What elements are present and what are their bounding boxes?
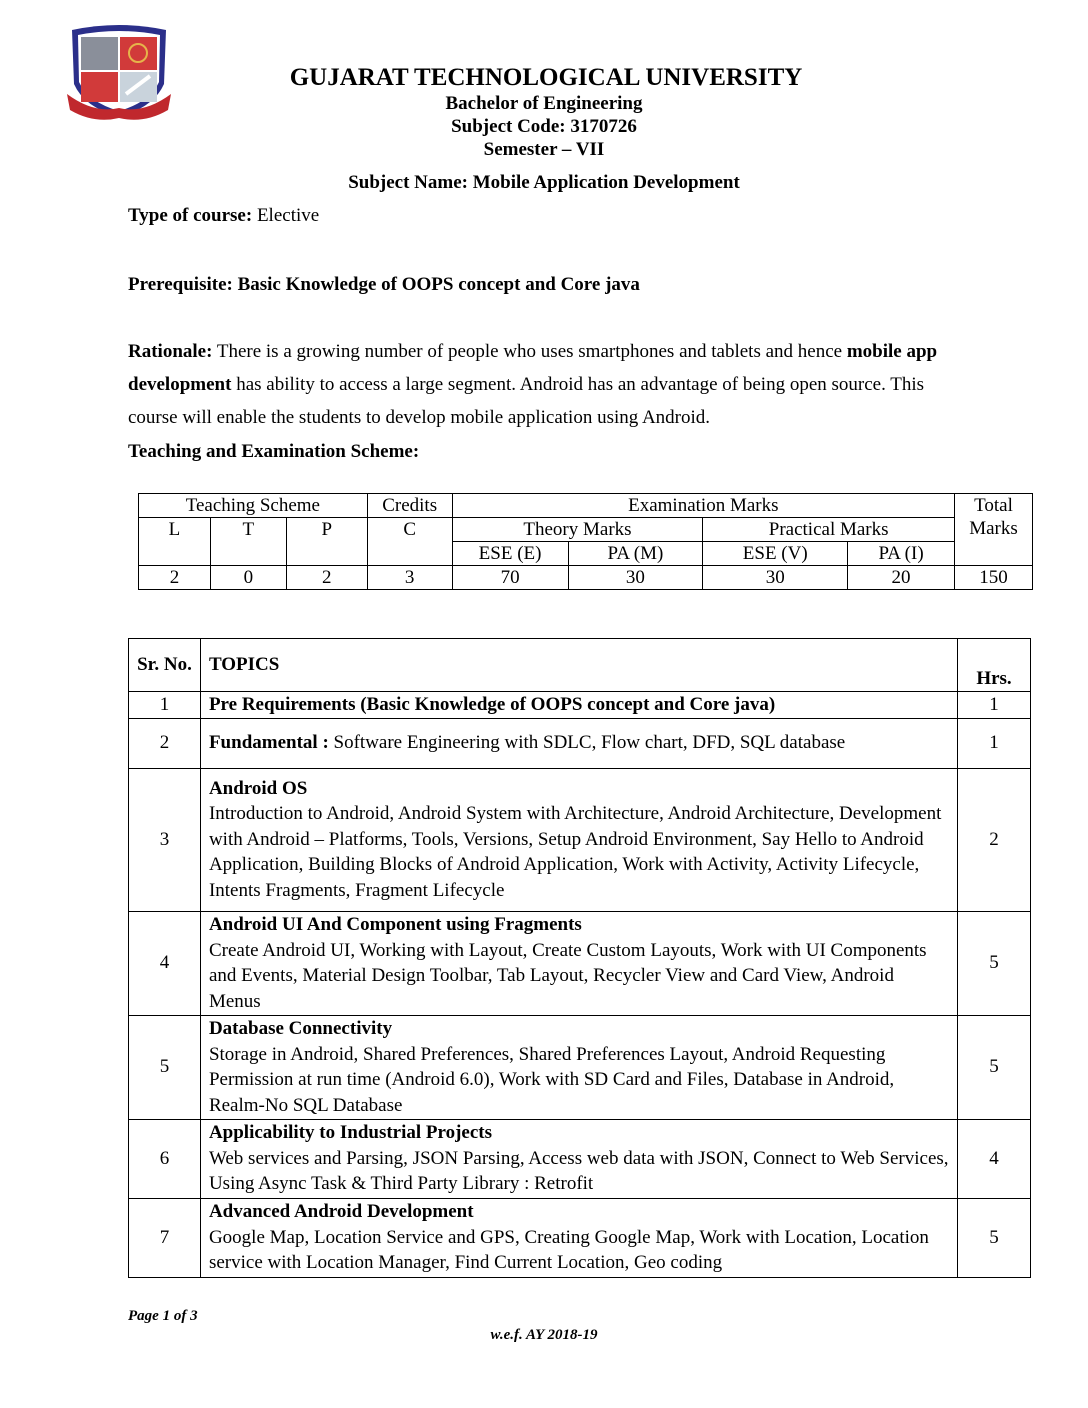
university-logo <box>67 25 171 120</box>
scheme-values-row: 2 0 2 3 70 30 30 20 150 <box>138 565 1034 590</box>
wef-note: w.e.f. AY 2018-19 <box>490 1327 598 1343</box>
university-name: GUJARAT TECHNOLOGICAL UNIVERSITY <box>289 64 803 91</box>
degree: Bachelor of Engineering <box>445 93 643 114</box>
course-type: Type of course: Elective <box>128 205 320 226</box>
page-number: Page 1 of 3 <box>128 1308 198 1324</box>
scheme-table: Teaching Scheme Credits Examination Marks T… <box>138 493 1034 590</box>
subject-code: Subject Code: 3170726 <box>451 116 637 137</box>
table-row: 7 Advanced Android Development Google Map,… <box>128 1197 1031 1278</box>
rationale: Rationale: There is a growing number of … <box>128 341 938 428</box>
table-row: 5 Database Connectivity Storage in Android… <box>128 1014 1031 1120</box>
table-row: 4 Android UI And Component using Fragment… <box>128 910 1031 1016</box>
table-row: 2 Fundamental : Software Engineering with… <box>128 717 1031 769</box>
subject-name: Subject Name: Mobile Application Develop… <box>348 172 740 193</box>
scheme-heading: Teaching and Examination Scheme: <box>128 441 420 462</box>
topics-table: Sr. No. TOPICS Hrs. 1 Pre Requirements (Bas… <box>128 638 1031 1278</box>
semester: Semester – VII <box>483 139 605 160</box>
table-row: 6 Applicability to Industrial Projects Web… <box>128 1118 1031 1199</box>
prerequisite: Prerequisite: Basic Knowledge of OOPS co… <box>128 274 640 295</box>
table-row: 1 Pre Requirements (Basic Knowledge of OO… <box>128 691 1031 719</box>
table-row: 3 Android OS Introduction to Android, Andr… <box>128 767 1031 912</box>
